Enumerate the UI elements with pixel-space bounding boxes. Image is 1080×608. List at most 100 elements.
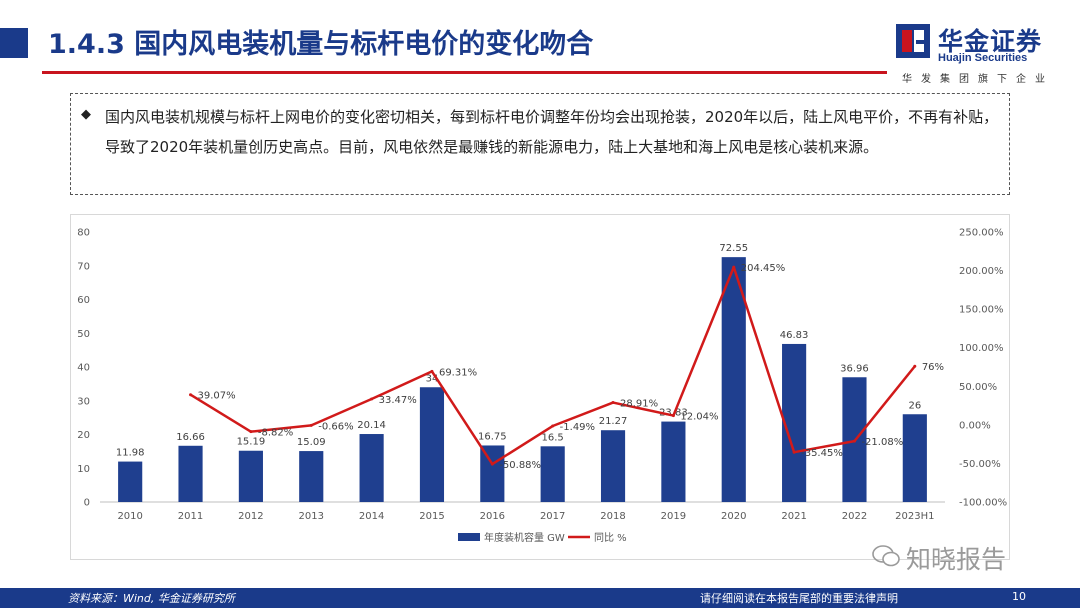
- x-tick-label: 2023H1: [895, 511, 934, 522]
- yoy-data-label: -21.08%: [861, 437, 903, 448]
- y-right-tick-label: 150.00%: [959, 305, 1004, 316]
- bar-data-label: 46.83: [780, 330, 809, 341]
- title-accent-bar: [0, 28, 28, 58]
- x-tick-label: 2012: [238, 511, 263, 522]
- bar-data-label: 16.5: [542, 432, 564, 443]
- legend-bar-label: 年度装机容量 GW: [484, 531, 565, 544]
- x-tick-label: 2022: [842, 511, 867, 522]
- y-left-tick-label: 60: [77, 295, 90, 306]
- yoy-point: [671, 414, 675, 418]
- bar: [118, 461, 143, 502]
- bar: [299, 451, 324, 502]
- x-tick-label: 2011: [178, 511, 203, 522]
- yoy-point: [732, 265, 736, 269]
- y-left-tick-label: 0: [84, 498, 90, 509]
- title-underline: [42, 71, 887, 74]
- summary-box: ◆ 国内风电装机规模与标杆上网电价的变化密切相关，每到标杆电价调整年份均会出现抢…: [70, 93, 1010, 195]
- yoy-data-label: 76%: [922, 362, 944, 373]
- yoy-data-label: 33.47%: [379, 395, 417, 406]
- y-right-tick-label: 100.00%: [959, 343, 1004, 354]
- bar-data-label: 15.09: [297, 437, 326, 448]
- yoy-data-label: -0.66%: [318, 421, 353, 432]
- bar-data-label: 36.96: [840, 363, 869, 374]
- logo-name-cn: 华金证券: [938, 27, 1043, 56]
- bar-data-label: 15.19: [237, 437, 266, 448]
- bar: [902, 414, 927, 502]
- yoy-point: [249, 430, 253, 434]
- yoy-point: [490, 462, 494, 466]
- bar: [419, 387, 445, 502]
- yoy-data-label: -35.45%: [801, 448, 843, 459]
- yoy-data-label: 39.07%: [198, 391, 236, 402]
- bar-data-label: 34: [426, 373, 439, 384]
- wechat-icon: [872, 545, 900, 567]
- company-logo: 华金证券 Huajin Securities 华发集团旗下企业: [896, 22, 1066, 86]
- bar-data-label: 16.66: [176, 432, 205, 443]
- summary-text: 国内风电装机规模与标杆上网电价的变化密切相关，每到标杆电价调整年份均会出现抢装，…: [105, 108, 999, 156]
- yoy-data-label: 69.31%: [439, 367, 477, 378]
- y-right-tick-label: 0.00%: [959, 420, 991, 431]
- yoy-point: [370, 397, 374, 401]
- bar: [540, 446, 565, 502]
- yoy-data-label: -1.49%: [560, 422, 595, 433]
- y-left-tick-label: 20: [77, 430, 90, 441]
- y-left-tick-label: 80: [77, 228, 90, 239]
- legend-bar-swatch: [458, 533, 480, 541]
- yoy-data-label: 12.04%: [680, 412, 718, 423]
- bar-data-label: 21.27: [599, 416, 628, 427]
- bar-data-label: 26: [908, 400, 921, 411]
- legend-line-label: 同比 %: [594, 532, 627, 544]
- yoy-data-label: 28.91%: [620, 399, 658, 410]
- y-right-tick-label: 50.00%: [959, 382, 997, 393]
- page-number: 10: [1012, 590, 1026, 603]
- x-tick-label: 2020: [721, 511, 746, 522]
- footer-bar: [0, 588, 1080, 608]
- logo-slogan: 华发集团旗下企业: [902, 74, 1054, 85]
- bar: [661, 421, 686, 502]
- bar-data-label: 20.14: [357, 420, 386, 431]
- yoy-point: [551, 424, 555, 428]
- bar: [480, 445, 505, 502]
- bar-data-label: 72.55: [719, 243, 748, 254]
- x-tick-label: 2010: [117, 511, 142, 522]
- bar: [721, 257, 746, 502]
- yoy-point: [852, 439, 856, 443]
- yoy-point: [309, 423, 313, 427]
- footer-source: 资料来源：Wind, 华金证券研究所: [68, 592, 235, 605]
- bar-data-label: 11.98: [116, 448, 145, 459]
- y-left-tick-label: 40: [77, 363, 90, 374]
- yoy-data-label: 204.45%: [741, 263, 786, 274]
- footer-disclaimer: 请仔细阅读在本报告尾部的重要法律声明: [700, 592, 898, 605]
- y-right-tick-label: -50.00%: [959, 459, 1001, 470]
- x-tick-label: 2019: [661, 511, 686, 522]
- bar-data-label: 16.75: [478, 431, 507, 442]
- y-right-tick-label: 250.00%: [959, 228, 1004, 239]
- logo-mark-icon: [896, 24, 930, 58]
- yoy-point: [792, 450, 796, 454]
- x-tick-label: 2015: [419, 511, 444, 522]
- x-tick-label: 2021: [781, 511, 806, 522]
- yoy-point: [430, 369, 434, 373]
- logo-name-en: Huajin Securities: [938, 52, 1028, 64]
- x-tick-label: 2018: [600, 511, 625, 522]
- yoy-point: [611, 401, 615, 405]
- chart-frame: [70, 214, 1010, 560]
- yoy-point: [189, 393, 193, 397]
- bar: [178, 445, 203, 502]
- y-right-tick-label: -100.00%: [959, 498, 1007, 509]
- x-tick-label: 2014: [359, 511, 384, 522]
- y-left-tick-label: 30: [77, 396, 90, 407]
- yoy-point: [913, 364, 917, 368]
- watermark-text: 知晓报告: [906, 545, 1007, 574]
- y-left-tick-label: 10: [77, 464, 90, 475]
- bar: [359, 434, 384, 502]
- diamond-bullet-icon: ◆: [81, 107, 91, 122]
- page-title: 1.4.3 国内风电装机量与标杆电价的变化吻合: [48, 29, 594, 60]
- y-left-tick-label: 50: [77, 329, 90, 340]
- x-tick-label: 2016: [480, 511, 505, 522]
- yoy-data-label: -8.82%: [258, 428, 293, 439]
- bar: [238, 450, 263, 502]
- y-left-tick-label: 70: [77, 261, 90, 272]
- bar: [782, 343, 807, 502]
